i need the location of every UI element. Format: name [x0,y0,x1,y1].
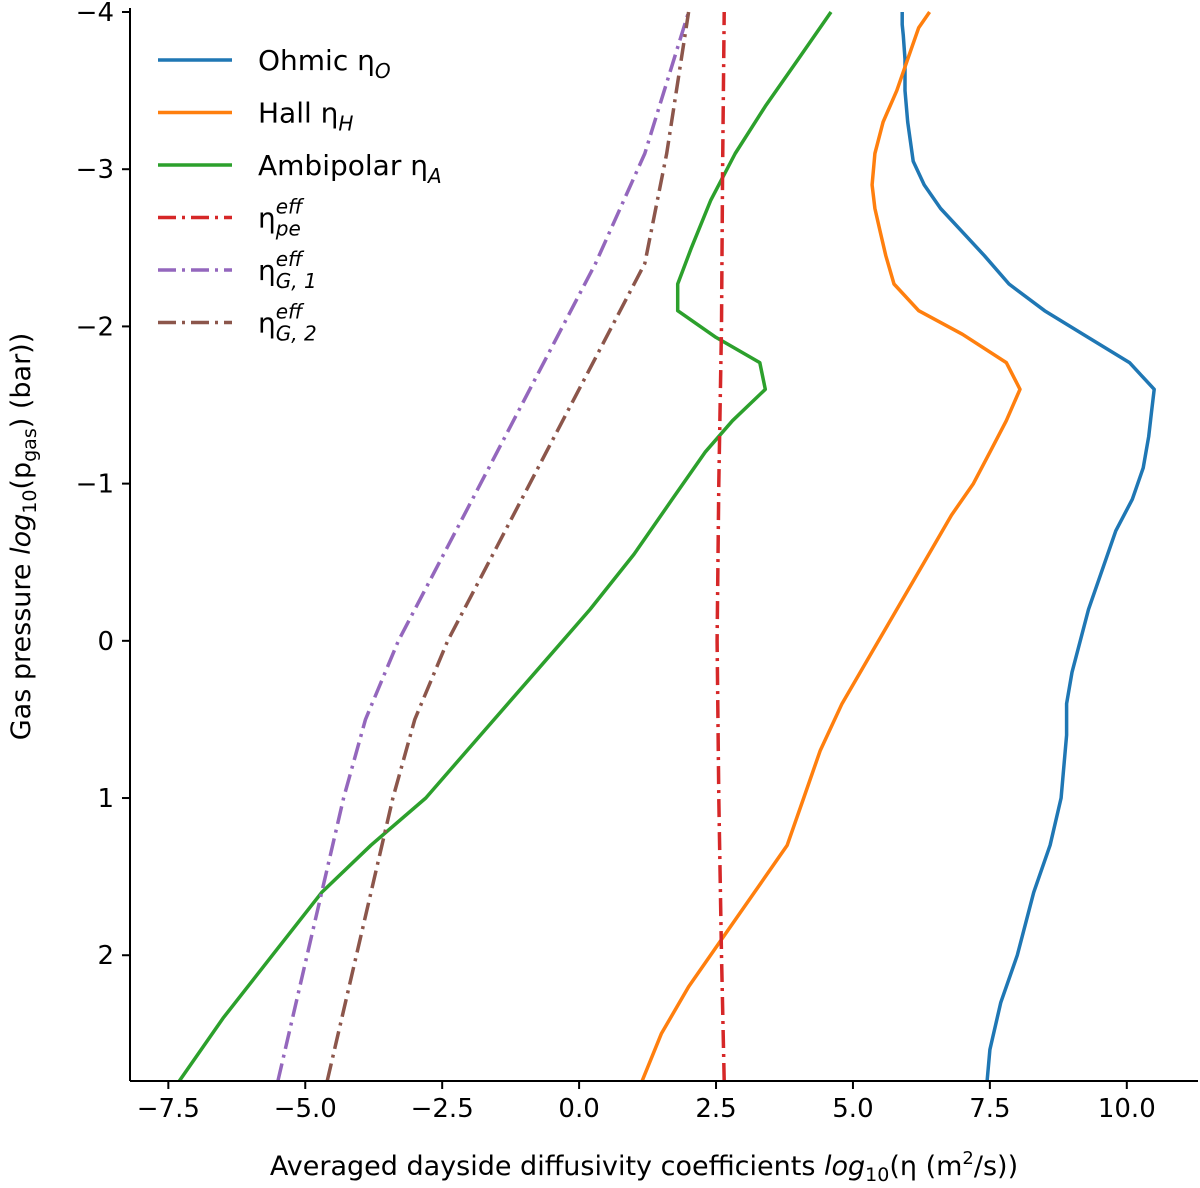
y-tick-label: 1 [97,784,114,814]
legend-label: ηeff G, 1 [258,247,317,293]
y-axis-label: Gas pressure log10(pgas) (bar)) [6,333,41,741]
y-tick-label: 2 [97,941,114,971]
x-tick-label: 5.0 [832,1094,873,1124]
x-tick-label: 10.0 [1098,1094,1156,1124]
y-tick-label: 0 [97,627,114,657]
x-tick-label: 2.5 [695,1094,736,1124]
x-tick-label: −5.0 [274,1094,337,1124]
x-tick-label: −7.5 [137,1094,200,1124]
series-line-ohmic-o [900,12,1156,1082]
series-line-hall-h [640,11,1022,1082]
legend-label: ηeff G, 2 [258,300,317,346]
series-line--pe-eff [715,11,726,1082]
x-tick-label: 0.0 [558,1094,599,1124]
series-line--g-1-eff [276,11,691,1082]
legend-label: Ambipolar ηA [258,149,442,188]
ticks-layer: −7.5 −5.0 −2.5 0.0 2.5 5.0 7.5 10.0 −4 −3 −2 −1 0 1 2 [76,0,1156,1124]
y-tick-label: −3 [76,155,114,185]
series-layer [177,11,1156,1083]
x-tick-label: 7.5 [969,1094,1010,1124]
y-tick-label: −4 [76,0,114,28]
legend-label: ηeff pe [258,195,305,241]
axes-layer [129,8,1198,1082]
legend: Ohmic ηO Hall ηH Ambipolar ηA ηeff pe ηeff G, … [158,44,442,346]
legend-label: Ohmic ηO [258,44,391,83]
series-line--g-2-eff [325,11,691,1082]
x-tick-label: −2.5 [411,1094,474,1124]
y-tick-label: −1 [76,470,114,500]
y-tick-label: −2 [76,312,114,342]
legend-label: Hall ηH [258,97,353,136]
x-axis-label: Averaged dayside diffusivity coefficient… [270,1148,1018,1186]
